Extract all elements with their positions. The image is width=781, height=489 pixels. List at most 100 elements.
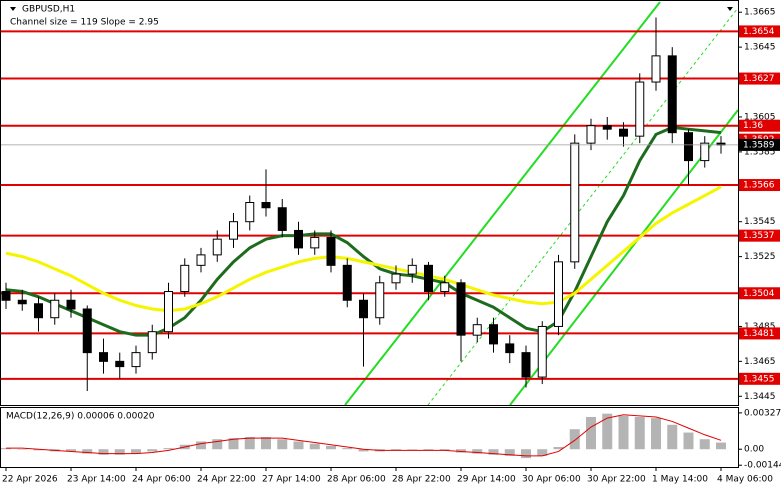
- candle-body: [17, 299, 27, 305]
- candle-body: [196, 254, 206, 266]
- macd-bar: [163, 448, 174, 450]
- y-tick-label: 1.3545: [744, 217, 776, 227]
- menu-arrow[interactable]: [10, 7, 16, 11]
- bid-label-box: [739, 138, 780, 151]
- macd-bar: [553, 447, 564, 450]
- candle-body: [277, 207, 287, 231]
- candle-body: [294, 229, 303, 249]
- candle-body: [700, 142, 710, 162]
- macd-bar: [33, 449, 44, 451]
- candle-body: [99, 352, 108, 362]
- channel-upper: [344, 1, 661, 406]
- macd-bar: [456, 449, 466, 453]
- macd-y-tick-label: 0.00: [744, 445, 764, 455]
- macd-bar: [66, 449, 76, 452]
- chart-subtitle: Channel size = 119 Slope = 2.95: [10, 18, 159, 28]
- level-label-box: [739, 229, 780, 242]
- macd-y-tick-label: 0.00327: [744, 408, 781, 418]
- candle-body: [115, 360, 125, 368]
- candle-body: [586, 125, 596, 144]
- macd-label: MACD(12,26,9) 0.00006 0.00020: [6, 412, 155, 422]
- price-frame: [0, 0, 739, 406]
- macd-bar: [98, 449, 109, 455]
- level-label: 1.3627: [743, 74, 775, 84]
- x-tick-label: 30 Apr 06:00: [522, 475, 581, 485]
- candle-body: [651, 55, 661, 83]
- macd-bar: [569, 429, 580, 450]
- macd-bar: [407, 449, 418, 450]
- candle-body: [180, 264, 190, 293]
- moving-average: [5, 185, 722, 313]
- y-tick-label: 1.3465: [744, 357, 776, 367]
- macd-bar: [683, 432, 694, 450]
- macd-bar: [17, 449, 28, 450]
- menu-arrow[interactable]: [727, 7, 733, 11]
- candle-body: [619, 128, 628, 137]
- macd-bar: [147, 449, 158, 452]
- macd-bar: [114, 449, 125, 455]
- macd-y-tick-label: -0.00144: [744, 461, 781, 471]
- macd-bar: [358, 449, 369, 452]
- macd-bar: [326, 445, 336, 450]
- candle-body: [489, 324, 498, 345]
- level-label-box: [739, 179, 780, 192]
- level-label-box: [739, 72, 780, 85]
- macd-bar: [212, 439, 223, 450]
- macd-bar: [131, 449, 141, 454]
- price-panel: [1, 17, 738, 392]
- x-tick-label: 24 Apr 22:00: [197, 475, 256, 485]
- macd-bar: [228, 438, 239, 450]
- level-label: 1.3537: [743, 231, 775, 241]
- candle-body: [229, 221, 238, 240]
- bid-label: 1.3589: [743, 140, 775, 150]
- candle-body: [505, 343, 515, 354]
- macd-bar: [586, 417, 596, 450]
- macd-bar: [277, 439, 288, 450]
- candle-body: [310, 236, 320, 249]
- level-label-box: [739, 119, 780, 132]
- level-label: 1.3481: [743, 329, 775, 339]
- candle-body: [342, 264, 352, 301]
- candle-body: [684, 132, 693, 162]
- chart-title: GBPUSD,H1: [22, 5, 75, 15]
- candle-body: [602, 125, 612, 130]
- macd-bar: [651, 418, 661, 450]
- candle-body: [554, 261, 563, 327]
- macd-bar: [504, 449, 515, 456]
- level-label: 1.3654: [743, 27, 775, 37]
- x-tick-label: 23 Apr 14:00: [67, 475, 126, 485]
- macd-bar: [309, 443, 320, 450]
- level-label: 1.36: [743, 121, 763, 131]
- x-tick-label: 30 Apr 22:00: [587, 475, 646, 485]
- macd-bar: [602, 413, 613, 450]
- macd-bar: [82, 449, 93, 454]
- candle-body: [359, 299, 368, 319]
- y-tick-label: 1.3665: [744, 8, 776, 18]
- candle-body: [537, 325, 547, 378]
- candle-body: [521, 352, 531, 378]
- macd-bar: [634, 417, 645, 450]
- x-tick-label: 1 May 14:00: [652, 475, 708, 485]
- x-tick-label: 4 May 06:00: [717, 475, 773, 485]
- candle-body: [245, 202, 255, 223]
- candle-body: [164, 291, 173, 333]
- channel-lower: [509, 109, 739, 406]
- y-tick-label: 1.3525: [744, 252, 776, 262]
- candle-body: [375, 282, 385, 319]
- candle-body: [34, 303, 43, 319]
- moving-average: [5, 125, 722, 337]
- candle-body: [131, 352, 141, 368]
- candle-body: [440, 282, 450, 293]
- level-label-box: [739, 25, 780, 38]
- candle-body: [570, 142, 580, 263]
- x-tick-label: 27 Apr 14:00: [262, 475, 321, 485]
- candle-body: [635, 81, 645, 137]
- candle-body: [50, 299, 60, 319]
- macd-bar: [196, 441, 206, 450]
- candle-body: [1, 291, 11, 301]
- candle-body: [472, 324, 482, 336]
- macd-bar: [618, 415, 629, 450]
- x-tick-label: 29 Apr 14:00: [457, 475, 516, 485]
- x-tick-label: 28 Apr 06:00: [327, 475, 386, 485]
- x-tick-label: 24 Apr 06:00: [132, 475, 191, 485]
